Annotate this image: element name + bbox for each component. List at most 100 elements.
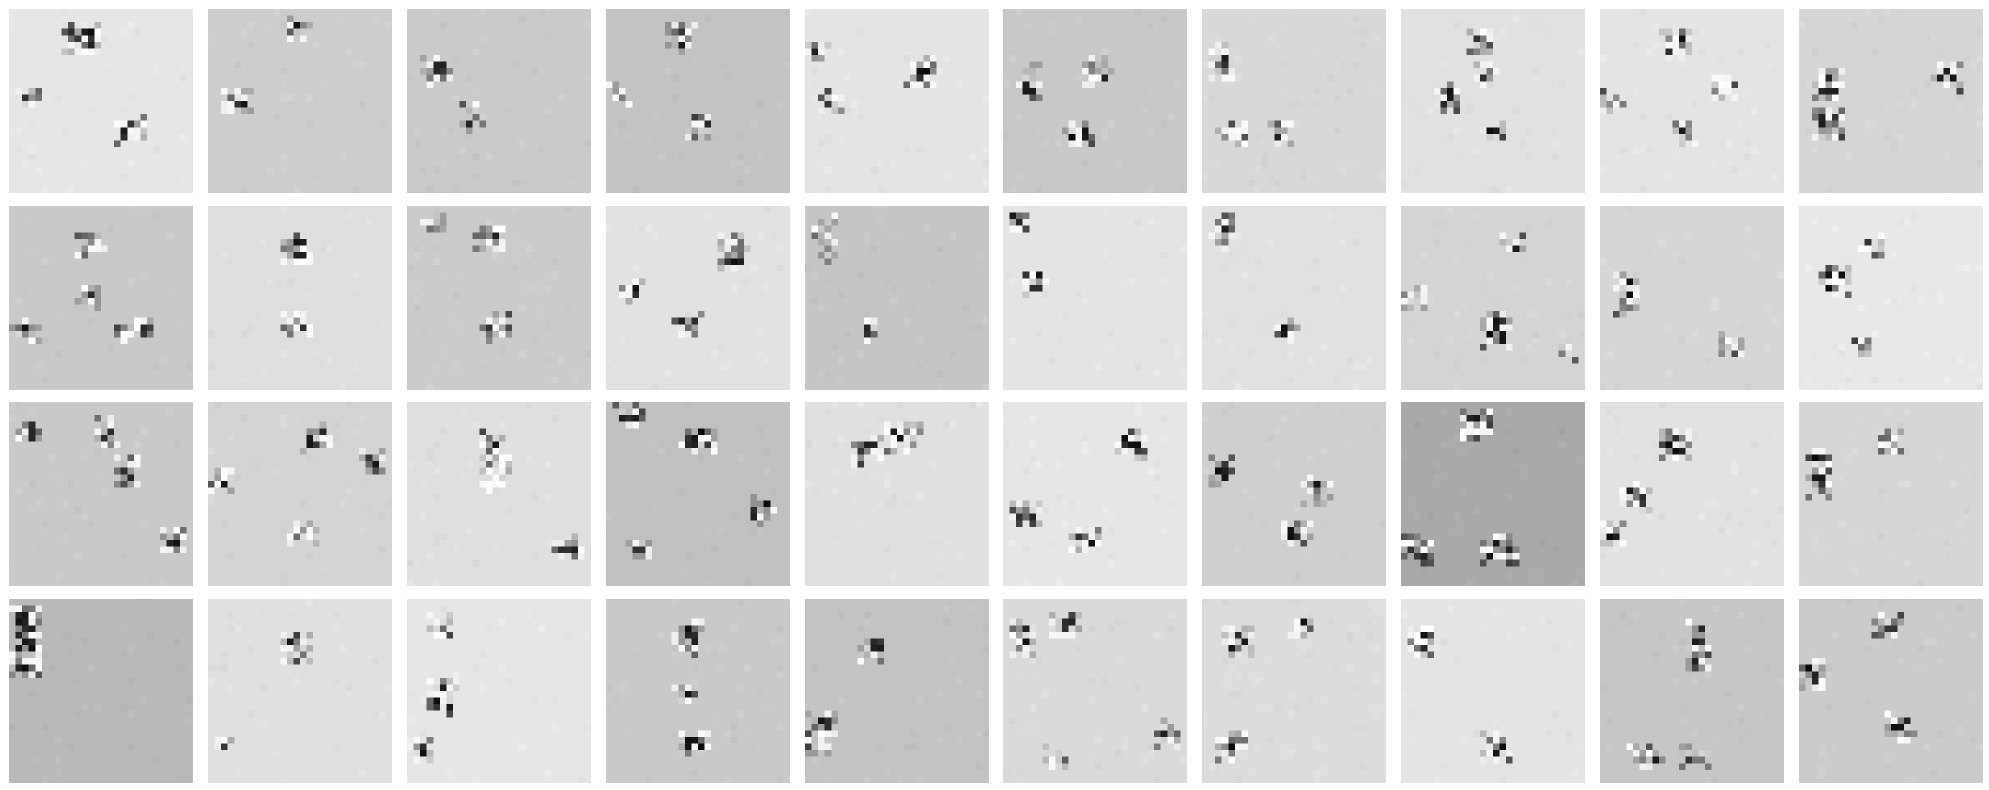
tile-pixel [730, 284, 738, 292]
tile-pixel [413, 251, 420, 259]
tile-pixel [1659, 514, 1666, 521]
tile-pixel [1923, 638, 1931, 646]
tile-pixel [140, 205, 147, 213]
tile-pixel [664, 22, 672, 29]
tile-pixel [1672, 428, 1679, 436]
tile-pixel [94, 448, 101, 455]
tile-pixel [1447, 94, 1454, 101]
tile-pixel [1665, 448, 1673, 455]
tile-pixel [1401, 691, 1408, 698]
tile-pixel [1619, 291, 1627, 298]
tile-pixel [1460, 402, 1467, 409]
tile-pixel [824, 710, 831, 718]
tile-pixel [1838, 343, 1846, 351]
tile-pixel [723, 35, 731, 42]
tile-pixel [1023, 212, 1030, 219]
tile-pixel [107, 435, 115, 442]
tile-pixel [1578, 15, 1586, 23]
tile-pixel [153, 114, 161, 121]
tile-pixel [638, 277, 646, 285]
tile-pixel [247, 645, 254, 652]
tile-pixel [776, 776, 784, 784]
tile-pixel [857, 225, 864, 232]
tile-pixel [684, 441, 692, 449]
tile-pixel [433, 704, 440, 711]
tile-pixel [1346, 356, 1354, 364]
tile-pixel [1108, 343, 1116, 351]
tile-pixel [1812, 133, 1819, 141]
tile-pixel [1910, 277, 1918, 285]
tile-pixel [870, 245, 877, 252]
tile-pixel [166, 264, 174, 272]
tile-pixel [293, 15, 300, 23]
tile-pixel [426, 81, 434, 88]
tile-pixel [1036, 186, 1043, 193]
tile-pixel [651, 9, 659, 16]
tile-pixel [903, 422, 910, 429]
tile-pixel [1222, 631, 1229, 639]
tile-pixel [916, 337, 923, 344]
tile-pixel [889, 448, 897, 455]
tile-pixel [1466, 291, 1474, 298]
tile-pixel [160, 356, 167, 364]
tile-pixel [1360, 363, 1367, 370]
tile-pixel [1825, 107, 1832, 115]
tile-pixel [472, 120, 480, 128]
tile-pixel [824, 41, 831, 49]
tile-pixel [584, 723, 591, 731]
image-tile [1202, 599, 1387, 784]
tile-pixel [1884, 428, 1892, 436]
tile-pixel [179, 133, 187, 141]
tile-pixel [612, 697, 619, 705]
tile-pixel [863, 618, 871, 626]
tile-pixel [1937, 48, 1944, 55]
tile-pixel [1757, 238, 1765, 246]
tile-pixel [1407, 304, 1415, 311]
tile-pixel [1818, 750, 1826, 757]
tile-pixel [631, 277, 639, 285]
tile-pixel [207, 494, 215, 501]
tile-pixel [625, 304, 632, 311]
tile-pixel [15, 612, 23, 619]
tile-pixel [1493, 730, 1500, 738]
image-tile-canvas [1799, 205, 1984, 390]
tile-pixel [485, 323, 493, 331]
tile-pixel [22, 317, 29, 324]
tile-pixel [1261, 520, 1269, 528]
tile-pixel [378, 343, 386, 351]
tile-pixel [498, 435, 506, 442]
tile-pixel [1943, 376, 1951, 384]
tile-pixel [1639, 147, 1647, 154]
tile-pixel [1069, 612, 1076, 619]
tile-pixel [651, 507, 659, 515]
tile-pixel [9, 323, 16, 331]
tile-pixel [710, 500, 718, 508]
tile-pixel [889, 428, 897, 436]
tile-pixel [326, 441, 333, 449]
tile-pixel [1287, 599, 1295, 606]
tile-pixel [1049, 356, 1057, 364]
tile-pixel [1215, 756, 1223, 764]
tile-pixel [1294, 120, 1301, 128]
tile-pixel [472, 776, 480, 784]
tile-pixel [1215, 35, 1223, 42]
tile-pixel [446, 691, 453, 698]
tile-pixel [28, 664, 36, 672]
tile-pixel [1340, 408, 1347, 416]
tile-pixel [1692, 101, 1699, 108]
tile-pixel [730, 264, 738, 272]
tile-pixel [1075, 645, 1083, 652]
tile-pixel [1161, 205, 1168, 213]
tile-pixel [883, 750, 890, 757]
tile-pixel [817, 369, 825, 377]
tile-pixel [1757, 618, 1765, 626]
tile-pixel [15, 87, 23, 95]
tile-pixel [1818, 68, 1826, 75]
tile-pixel [1307, 264, 1315, 272]
tile-pixel [612, 94, 619, 101]
tile-pixel [1134, 428, 1142, 436]
tile-pixel [1222, 376, 1229, 384]
tile-pixel [286, 22, 294, 29]
tile-pixel [1812, 350, 1819, 357]
tile-pixel [41, 337, 49, 344]
